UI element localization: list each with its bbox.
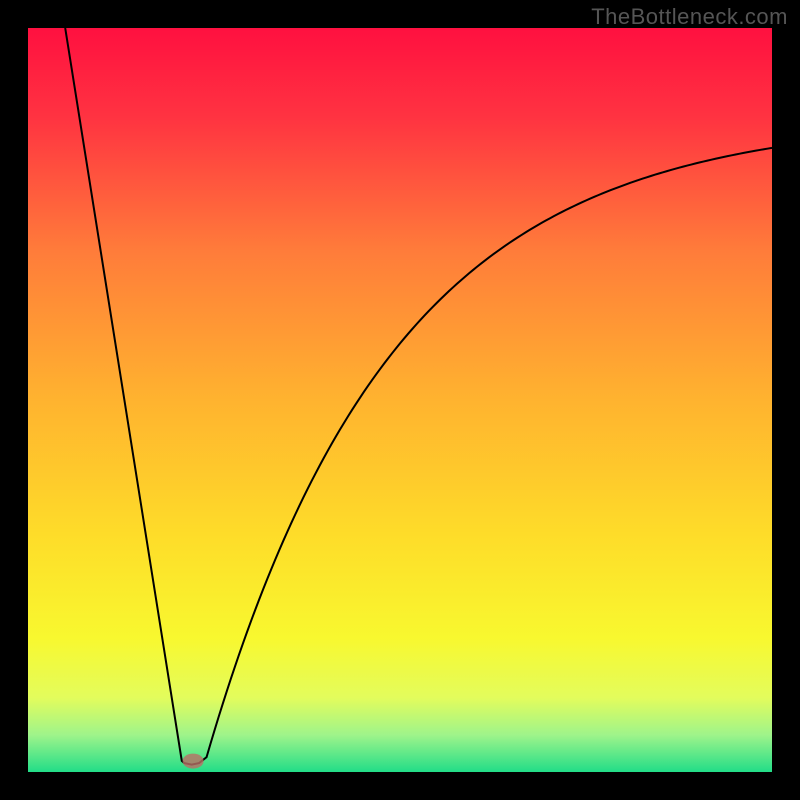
plot-area xyxy=(28,28,772,772)
watermark-label: TheBottleneck.com xyxy=(591,4,788,30)
bottleneck-curve xyxy=(65,28,772,765)
minimum-marker xyxy=(183,754,204,769)
chart-root: TheBottleneck.com xyxy=(0,0,800,800)
chart-curve xyxy=(28,28,772,772)
